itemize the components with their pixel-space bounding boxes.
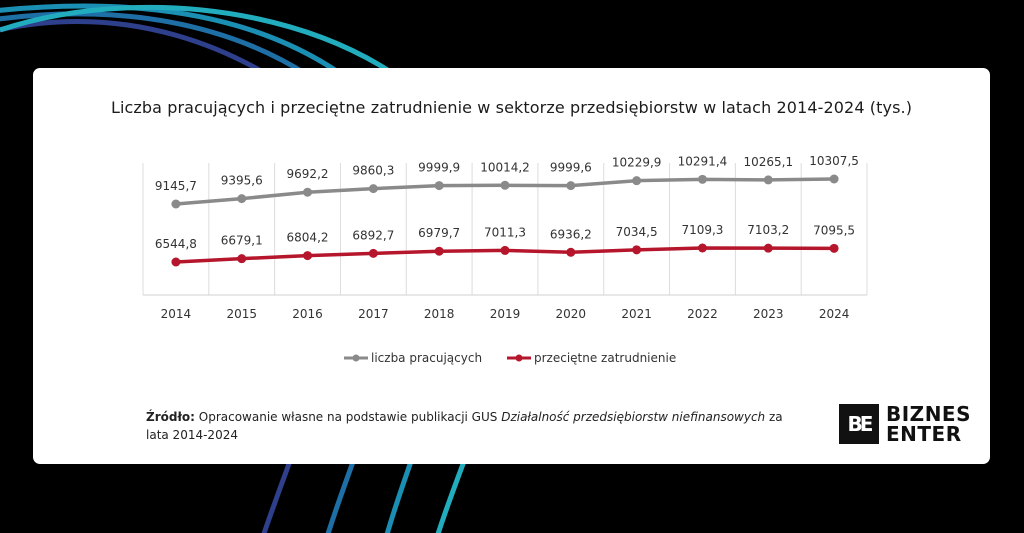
data-point bbox=[763, 175, 773, 185]
data-label: 9999,9 bbox=[418, 161, 460, 175]
x-tick-label: 2022 bbox=[687, 307, 718, 321]
data-label: 6544,8 bbox=[155, 237, 197, 251]
data-label: 7109,3 bbox=[681, 223, 723, 237]
data-label: 7011,3 bbox=[484, 225, 526, 239]
source-years: za lata 2014-2024 bbox=[146, 410, 783, 442]
data-label: 6892,7 bbox=[352, 228, 394, 242]
data-point bbox=[434, 246, 444, 256]
data-label: 9395,6 bbox=[221, 174, 263, 188]
x-tick-label: 2019 bbox=[490, 307, 521, 321]
logo-mark-icon: BE bbox=[839, 404, 879, 444]
data-label: 7034,5 bbox=[616, 225, 658, 239]
data-label: 7095,5 bbox=[813, 223, 855, 237]
legend-item: przeciętne zatrudnienie bbox=[507, 351, 676, 365]
bizneseenter-logo: BE BIZNES ENTER bbox=[839, 404, 971, 444]
data-point bbox=[303, 251, 313, 261]
data-label: 6679,1 bbox=[221, 234, 263, 248]
source-publication: Działalność przedsiębiorstw niefinansowy… bbox=[501, 410, 766, 424]
x-tick-label: 2023 bbox=[753, 307, 784, 321]
x-tick-label: 2016 bbox=[292, 307, 323, 321]
data-label: 10307,5 bbox=[809, 154, 859, 168]
data-point bbox=[368, 184, 378, 194]
data-point bbox=[566, 247, 576, 257]
data-label: 6979,7 bbox=[418, 226, 460, 240]
x-tick-label: 2015 bbox=[226, 307, 257, 321]
data-point bbox=[368, 248, 378, 258]
data-point bbox=[500, 180, 510, 190]
chart-card: Liczba pracujących i przeciętne zatrudni… bbox=[33, 68, 990, 464]
svg-text:liczba pracujących: liczba pracujących bbox=[371, 351, 482, 365]
x-tick-label: 2020 bbox=[556, 307, 587, 321]
x-tick-label: 2014 bbox=[161, 307, 192, 321]
data-point bbox=[697, 243, 707, 253]
source-note: Źródło: Opracowanie własne na podstawie … bbox=[146, 408, 806, 444]
data-label: 7103,2 bbox=[747, 223, 789, 237]
data-label: 6804,2 bbox=[287, 231, 329, 245]
source-text: Opracowanie własne na podstawie publikac… bbox=[194, 410, 502, 424]
data-point bbox=[763, 243, 773, 253]
x-tick-label: 2021 bbox=[621, 307, 652, 321]
data-label: 9999,6 bbox=[550, 161, 592, 175]
data-point bbox=[566, 181, 576, 191]
data-label: 10291,4 bbox=[678, 154, 728, 168]
data-point bbox=[697, 174, 707, 184]
logo-wordmark: BIZNES ENTER bbox=[886, 404, 971, 444]
chart-title: Liczba pracujących i przeciętne zatrudni… bbox=[110, 98, 913, 117]
logo-line-2: ENTER bbox=[886, 422, 962, 446]
data-label: 6936,2 bbox=[550, 227, 592, 241]
data-label: 10229,9 bbox=[612, 156, 662, 170]
data-point bbox=[171, 199, 181, 209]
data-point bbox=[500, 245, 510, 255]
data-label: 9692,2 bbox=[287, 167, 329, 181]
data-label: 9860,3 bbox=[352, 164, 394, 178]
data-point bbox=[632, 176, 642, 186]
data-point bbox=[303, 187, 313, 197]
data-point bbox=[632, 245, 642, 255]
data-point bbox=[829, 243, 839, 253]
x-tick-label: 2017 bbox=[358, 307, 389, 321]
logo-line-1: BIZNES bbox=[886, 402, 971, 426]
data-label: 10265,1 bbox=[743, 155, 793, 169]
svg-text:przeciętne zatrudnienie: przeciętne zatrudnienie bbox=[534, 351, 676, 365]
data-point bbox=[434, 181, 444, 191]
data-point bbox=[171, 257, 181, 267]
legend-item: liczba pracujących bbox=[344, 351, 482, 365]
data-point bbox=[237, 194, 247, 204]
data-point bbox=[829, 174, 839, 184]
data-label: 10014,2 bbox=[480, 160, 530, 174]
x-tick-label: 2024 bbox=[819, 307, 850, 321]
source-label: Źródło: bbox=[146, 410, 195, 424]
data-point bbox=[237, 254, 247, 264]
line-chart: 2014 2015 2016 2017 2018 2019 2020 2021 2022 2023… bbox=[142, 154, 868, 365]
x-tick-label: 2018 bbox=[424, 307, 455, 321]
data-label: 9145,7 bbox=[155, 179, 197, 193]
